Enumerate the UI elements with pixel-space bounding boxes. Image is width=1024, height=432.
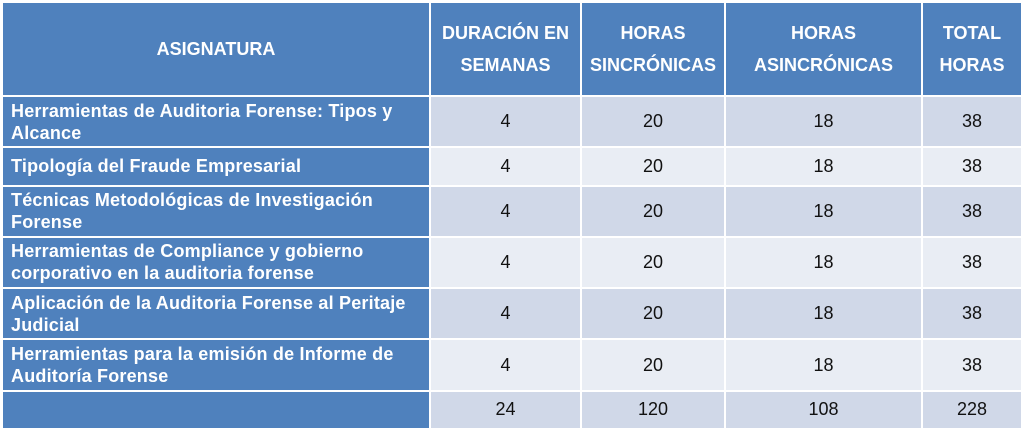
table-row: Herramientas de Compliance y gobierno co… bbox=[1, 235, 1023, 290]
total-cell: 38 bbox=[921, 235, 1023, 290]
asincronicas-cell: 18 bbox=[724, 287, 923, 341]
course-name: Aplicación de la Auditoria Forense al Pe… bbox=[1, 287, 431, 341]
asincronicas-cell: 18 bbox=[724, 94, 923, 149]
table-row: Herramientas para la emisión de Informe … bbox=[1, 338, 1023, 392]
semanas-cell: 4 bbox=[429, 338, 582, 392]
semanas-cell: 4 bbox=[429, 287, 582, 341]
header-duracion: DURACIÓN EN SEMANAS bbox=[429, 1, 582, 97]
asincronicas-cell: 18 bbox=[724, 146, 923, 187]
sincronicas-cell: 20 bbox=[580, 184, 726, 238]
sincronicas-cell: 20 bbox=[580, 146, 726, 187]
header-asincronicas: HORAS ASINCRÓNICAS bbox=[724, 1, 923, 97]
sincronicas-cell: 20 bbox=[580, 338, 726, 392]
header-asignatura: ASIGNATURA bbox=[1, 1, 431, 97]
course-name: Técnicas Metodológicas de Investigación … bbox=[1, 184, 431, 238]
total-cell: 38 bbox=[921, 338, 1023, 392]
course-name: Herramientas para la emisión de Informe … bbox=[1, 338, 431, 392]
total-cell: 38 bbox=[921, 146, 1023, 187]
total-sincronicas-cell: 120 bbox=[580, 389, 726, 431]
table-row: Técnicas Metodológicas de Investigación … bbox=[1, 184, 1023, 238]
total-cell: 38 bbox=[921, 287, 1023, 341]
totals-label-cell bbox=[1, 389, 431, 431]
semanas-cell: 4 bbox=[429, 94, 582, 149]
header-total: TOTAL HORAS bbox=[921, 1, 1023, 97]
course-name: Herramientas de Compliance y gobierno co… bbox=[1, 235, 431, 290]
table-header-row: ASIGNATURA DURACIÓN EN SEMANAS HORAS SINCR… bbox=[1, 1, 1023, 97]
table-row: Tipología del Fraude Empresarial 4 20 18… bbox=[1, 146, 1023, 187]
sincronicas-cell: 20 bbox=[580, 235, 726, 290]
total-semanas-cell: 24 bbox=[429, 389, 582, 431]
total-cell: 38 bbox=[921, 94, 1023, 149]
asincronicas-cell: 18 bbox=[724, 235, 923, 290]
table-row: Aplicación de la Auditoria Forense al Pe… bbox=[1, 287, 1023, 341]
sincronicas-cell: 20 bbox=[580, 287, 726, 341]
table-row: Herramientas de Auditoria Forense: Tipos… bbox=[1, 94, 1023, 149]
asincronicas-cell: 18 bbox=[724, 184, 923, 238]
course-name: Tipología del Fraude Empresarial bbox=[1, 146, 431, 187]
asincronicas-cell: 18 bbox=[724, 338, 923, 392]
header-sincronicas: HORAS SINCRÓNICAS bbox=[580, 1, 726, 97]
semanas-cell: 4 bbox=[429, 235, 582, 290]
semanas-cell: 4 bbox=[429, 146, 582, 187]
course-name: Herramientas de Auditoria Forense: Tipos… bbox=[1, 94, 431, 149]
total-asincronicas-cell: 108 bbox=[724, 389, 923, 431]
sincronicas-cell: 20 bbox=[580, 94, 726, 149]
total-cell: 38 bbox=[921, 184, 1023, 238]
semanas-cell: 4 bbox=[429, 184, 582, 238]
totals-row: 24 120 108 228 bbox=[1, 389, 1023, 431]
total-horas-cell: 228 bbox=[921, 389, 1023, 431]
